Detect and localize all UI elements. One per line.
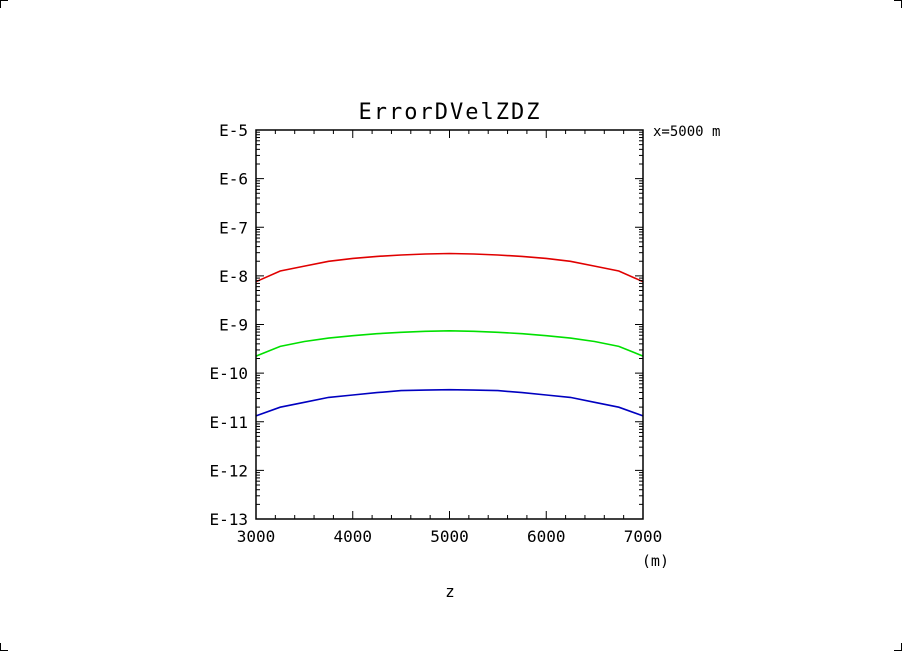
- series-line-2: [255, 329, 644, 357]
- series-line-3: [255, 388, 644, 417]
- plot-frame: [255, 129, 644, 520]
- x-tick-label: 4000: [333, 527, 372, 546]
- x-axis-label: z: [445, 582, 455, 601]
- y-tick-label: E-9: [219, 316, 248, 335]
- corner-mark-top-left: [0, 0, 8, 8]
- y-tick-label: E-5: [219, 121, 248, 140]
- y-tick-label: E-13: [209, 510, 248, 529]
- y-tick-label: E-12: [209, 461, 248, 480]
- x-tick-label: 5000: [430, 527, 469, 546]
- y-tick-label: E-11: [209, 413, 248, 432]
- x-axis-unit: (m): [642, 552, 669, 570]
- x-tick-label: 7000: [624, 527, 663, 546]
- y-tick-label: E-7: [219, 218, 248, 237]
- plot-lines: [255, 252, 644, 417]
- x-tick-label: 3000: [237, 527, 276, 546]
- y-tick-label: E-6: [219, 170, 248, 189]
- x-tick-label: 6000: [527, 527, 566, 546]
- y-tick-label: E-8: [219, 267, 248, 286]
- chart-title: ErrorDVelZDZ: [359, 100, 542, 125]
- x-axis-ticks: 3000 4000 5000 6000 7000: [237, 130, 663, 546]
- series-line-1: [255, 252, 644, 283]
- y-tick-label: E-10: [209, 364, 248, 383]
- position-annotation: x=5000 m: [653, 124, 720, 140]
- y-axis-ticks: E-5 E-6 E-7 E-8 E-9 E-10 E-11 E-12 E-13: [209, 121, 643, 529]
